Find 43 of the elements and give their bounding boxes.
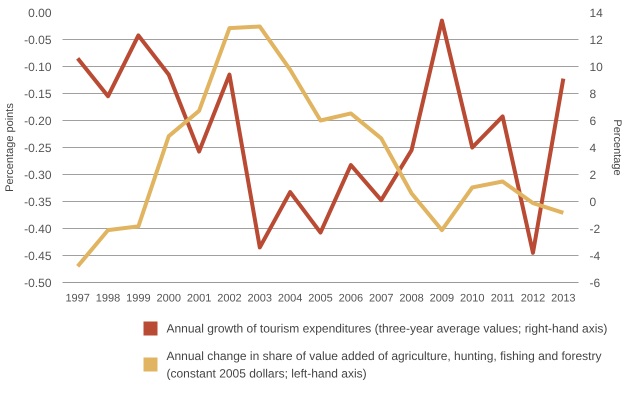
x-tick-label: 2006 xyxy=(338,292,364,304)
x-tick-label: 1998 xyxy=(96,292,120,304)
y-tick-label: -0.50 xyxy=(24,276,52,290)
y2-tick-label: -2 xyxy=(590,222,600,236)
x-tick-label: 2001 xyxy=(186,292,212,304)
y-tick-label: -0.25 xyxy=(24,141,52,155)
x-tick-label: 2003 xyxy=(248,292,272,304)
x-tick-label: 2012 xyxy=(520,292,546,304)
x-tick-label: 1999 xyxy=(126,292,151,304)
x-tick-label: 2009 xyxy=(430,292,454,304)
x-tick-label: 2002 xyxy=(217,292,242,304)
y-tick-label: -0.10 xyxy=(24,60,52,74)
x-tick-label: 2013 xyxy=(551,292,576,304)
y-tick-label: -0.35 xyxy=(24,195,52,209)
x-tick-label: 2004 xyxy=(278,292,302,304)
y2-tick-label: 6 xyxy=(590,114,596,128)
legend-label: Annual growth of tourism expenditures (three-year average values; right-hand axis) xyxy=(166,322,608,336)
x-tick-label: 2011 xyxy=(490,292,514,304)
x-tick-label: 2005 xyxy=(308,292,333,304)
y-axis-title: Percentage points xyxy=(4,102,16,192)
y-tick-label: -0.30 xyxy=(24,168,52,182)
y-tick-label: -0.45 xyxy=(24,249,52,263)
y-tick-label: -0.40 xyxy=(24,222,52,236)
y2-tick-label: 2 xyxy=(590,168,596,182)
y2-tick-label: -4 xyxy=(590,249,600,263)
y-tick-label: -0.05 xyxy=(24,33,52,47)
y-tick-label: -0.20 xyxy=(24,114,52,128)
y2-axis-title: Percentage xyxy=(610,119,623,176)
y2-tick-label: 8 xyxy=(590,87,596,101)
y2-tick-label: 14 xyxy=(590,6,604,20)
y-tick-label: 0.00 xyxy=(28,6,52,20)
y2-tick-label: 0 xyxy=(590,195,596,209)
y2-tick-label: 10 xyxy=(590,60,604,74)
x-tick-label: 2000 xyxy=(156,292,181,304)
x-tick-label: 2010 xyxy=(460,292,485,304)
y2-tick-label: -6 xyxy=(590,276,600,290)
x-tick-label: 1997 xyxy=(65,292,90,304)
y2-tick-label: 4 xyxy=(590,141,596,155)
legend-label: Annual change in share of value added of agriculture, hunting, fishing and forestry (constant 2005 dollars; left-hand axis) xyxy=(166,348,602,380)
y2-tick-label: 12 xyxy=(590,33,604,47)
x-tick-label: 2008 xyxy=(399,292,424,304)
x-tick-label: 2007 xyxy=(368,292,394,304)
y-tick-label: -0.15 xyxy=(24,87,52,101)
